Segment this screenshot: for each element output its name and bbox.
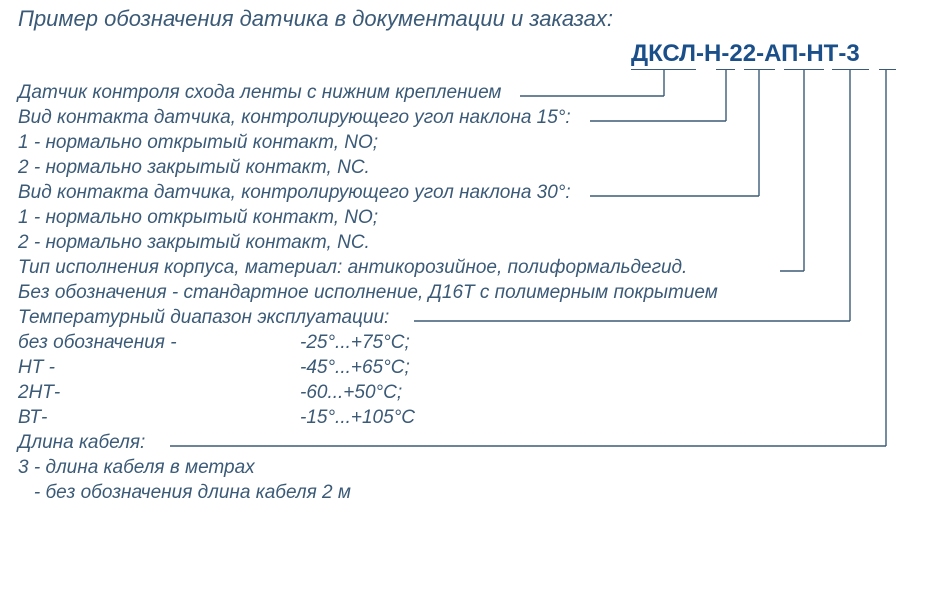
code-underline-2 [716, 69, 735, 70]
code-seg-3: 22 [729, 40, 756, 68]
code-sep: - [721, 40, 729, 68]
desc-line-12b: -45°...+65°С; [300, 357, 410, 379]
desc-line-6: 1 - нормально открытый контакт, NO; [18, 207, 378, 229]
code-seg-2: Н [704, 40, 721, 68]
code-underline-3 [744, 69, 775, 70]
code-underline-4 [784, 69, 824, 70]
desc-line-16: 3 - длина кабеля в метрах [18, 457, 255, 479]
desc-line-12a: НТ - [18, 357, 55, 379]
diagram-page: Пример обозначения датчика в документаци… [0, 0, 935, 613]
desc-line-4: 2 - нормально закрытый контакт, NC. [18, 157, 370, 179]
desc-line-11a: без обозначения - [18, 332, 177, 354]
desc-line-14b: -15°...+105°С [300, 407, 415, 429]
page-title: Пример обозначения датчика в документаци… [18, 6, 613, 32]
code-sep: - [696, 40, 704, 68]
code-sep: - [798, 40, 806, 68]
desc-line-9: Без обозначения - стандартное исполнение… [18, 282, 718, 304]
desc-line-3: 1 - нормально открытый контакт, NO; [18, 132, 378, 154]
code-underline-6 [879, 69, 896, 70]
desc-line-10: Температурный диапазон эксплуатации: [18, 307, 389, 329]
desc-line-15: Длина кабеля: [18, 432, 145, 454]
code-underline-5 [832, 69, 869, 70]
desc-line-11b: -25°...+75°С; [300, 332, 410, 354]
desc-line-2: Вид контакта датчика, контролирующего уг… [18, 107, 571, 129]
desc-line-14a: ВТ- [18, 407, 47, 429]
desc-line-13a: 2НТ- [18, 382, 60, 404]
code-seg-1: ДКСЛ [631, 40, 696, 68]
desc-line-5: Вид контакта датчика, контролирующего уг… [18, 182, 571, 204]
desc-line-8: Тип исполнения корпуса, материал: антико… [18, 257, 687, 279]
code-seg-6: 3 [846, 40, 859, 68]
code-underline-1 [631, 69, 696, 70]
code-seg-4: АП [764, 40, 798, 68]
desc-line-13b: -60...+50°С; [300, 382, 402, 404]
desc-line-17: - без обозначения длина кабеля 2 м [18, 482, 351, 504]
code-sep: - [838, 40, 846, 68]
code-seg-5: НТ [806, 40, 838, 68]
part-code: ДКСЛ-Н-22-АП-НТ-3 [631, 40, 860, 68]
code-sep: - [756, 40, 764, 68]
desc-line-7: 2 - нормально закрытый контакт, NC. [18, 232, 370, 254]
desc-line-1: Датчик контроля схода ленты с нижним кре… [18, 82, 501, 104]
